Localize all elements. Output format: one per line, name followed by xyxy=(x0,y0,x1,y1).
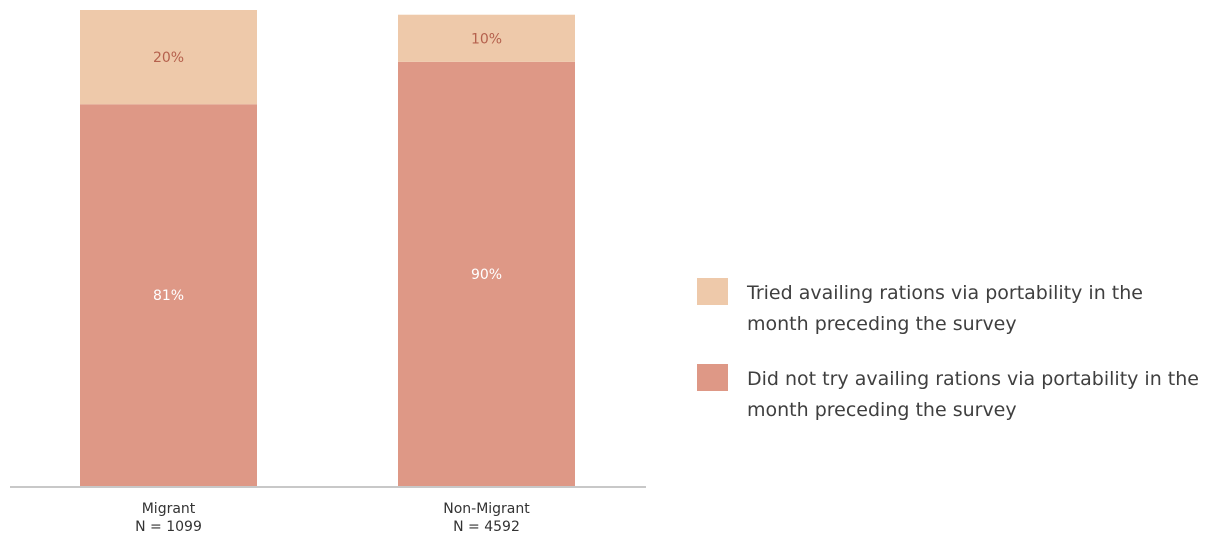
legend-label-did-not-try: Did not try availing rations via portabi… xyxy=(747,368,1199,421)
category-label-migrant: Migrant xyxy=(142,501,196,517)
data-label-tried-migrant: 20% xyxy=(153,50,184,66)
legend-swatch-tried xyxy=(697,278,728,305)
category-note-non-migrant: N = 4592 xyxy=(453,519,520,535)
category-label-non-migrant: Non-Migrant xyxy=(443,501,530,517)
bar-segment-did-not-try-non-migrant xyxy=(398,61,575,486)
legend-item-did-not-try: Did not try availing rations via portabi… xyxy=(697,364,1207,426)
category-note-migrant: N = 1099 xyxy=(135,519,202,535)
legend-swatch-did-not-try xyxy=(697,364,728,391)
data-label-did-not-try-non-migrant: 90% xyxy=(471,267,502,283)
bar-segment-did-not-try-migrant xyxy=(80,104,257,487)
bar-segment-tried-non-migrant xyxy=(398,14,575,62)
data-label-did-not-try-migrant: 81% xyxy=(153,288,184,304)
data-label-tried-non-migrant: 10% xyxy=(471,31,502,47)
stacked-bar-chart: 81% 20% Migrant N = 1099 90% 10% Non-Migrant N … xyxy=(10,10,646,535)
legend: Tried availing rations via portability i… xyxy=(697,278,1207,450)
legend-item-tried: Tried availing rations via portability i… xyxy=(697,278,1207,340)
bar-segment-tried-migrant xyxy=(80,10,257,105)
legend-label-tried: Tried availing rations via portability i… xyxy=(747,282,1143,335)
